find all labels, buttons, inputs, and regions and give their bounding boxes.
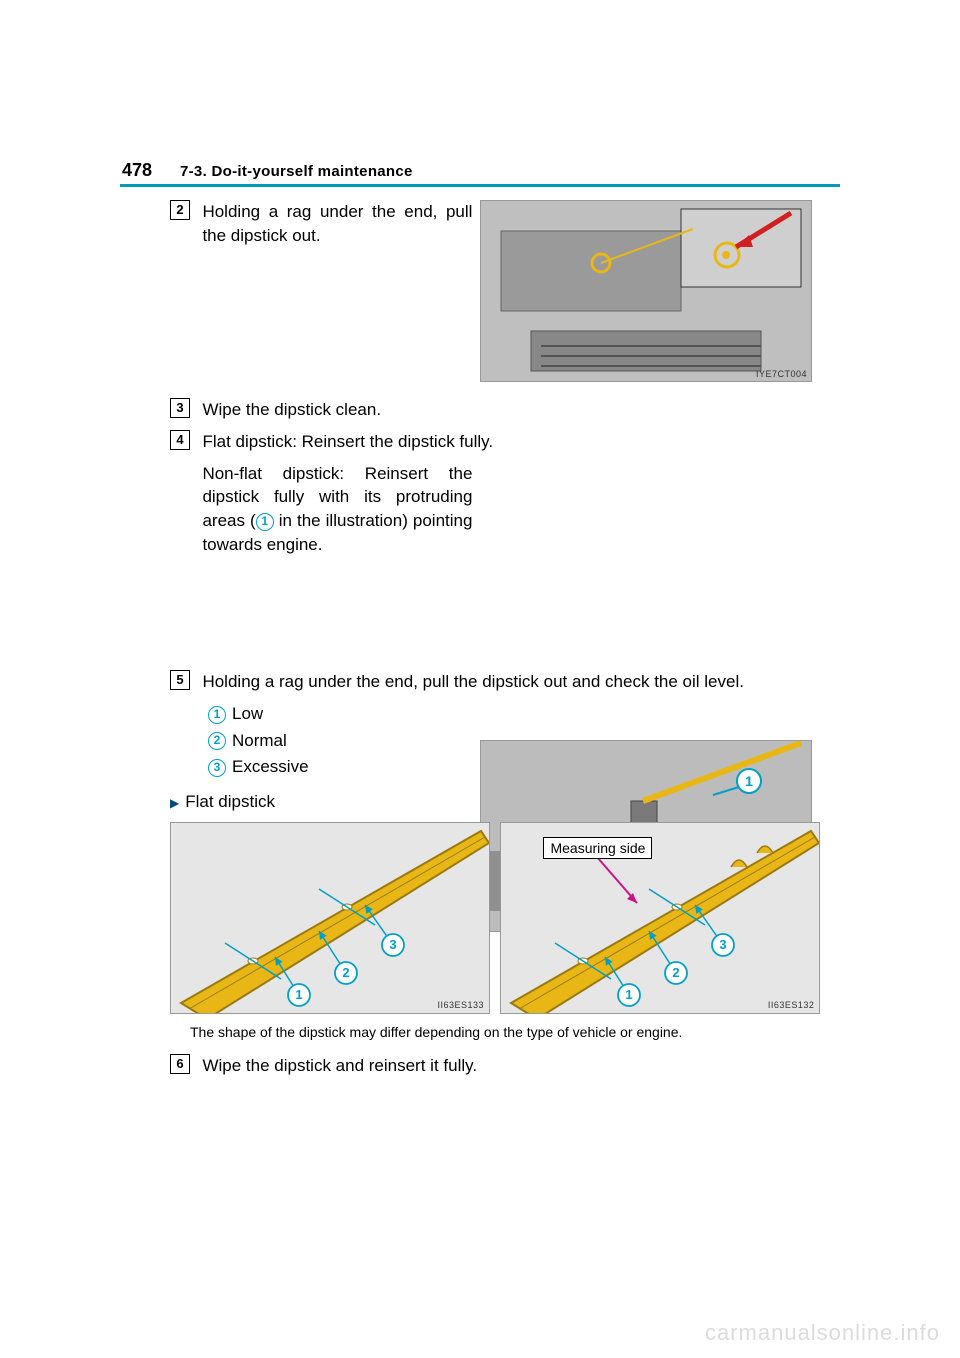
step-6-text: Wipe the dipstick and reinsert it fully. (202, 1054, 802, 1078)
step-3: 3 Wipe the dipstick clean. (170, 398, 830, 422)
level-2-label: Normal (232, 731, 287, 750)
svg-text:3: 3 (720, 937, 727, 952)
flat-diagram-id: II63ES133 (437, 1000, 484, 1010)
step-5-num: 5 (170, 670, 190, 690)
step-6-num: 6 (170, 1054, 190, 1074)
svg-text:2: 2 (673, 965, 680, 980)
step-4a: 4 Flat dipstick: Reinsert the dipstick f… (170, 430, 830, 454)
step-4-num: 4 (170, 430, 190, 450)
content-area: 2 Holding a rag under the end, pull the … (170, 200, 830, 1086)
svg-text:2: 2 (342, 965, 349, 980)
watermark: carmanualsonline.info (705, 1320, 940, 1346)
step-2-image: IYE7CT004 (480, 200, 812, 382)
svg-text:1: 1 (295, 987, 302, 1002)
level-2-num: 2 (208, 732, 226, 750)
svg-text:1: 1 (745, 773, 753, 789)
diagram-caption: The shape of the dipstick may differ dep… (190, 1024, 830, 1040)
step-5-text: Holding a rag under the end, pull the di… (202, 670, 802, 694)
level-3-label: Excessive (232, 757, 309, 776)
flat-dipstick-diagram: 1 2 3 II63ES133 (170, 822, 490, 1014)
level-1-num: 1 (208, 706, 226, 724)
page: 478 7-3. Do-it-yourself maintenance 2 Ho… (0, 0, 960, 1358)
step-3-text: Wipe the dipstick clean. (202, 398, 802, 422)
triangle-icon: ▶ (170, 796, 179, 810)
dipstick-diagrams: 1 2 3 II63ES133 1 2 3 Measuring side II63ES1… (170, 822, 830, 1014)
level-low: 1 Low (208, 701, 830, 727)
svg-text:3: 3 (389, 937, 396, 952)
step-4b-text: Non-flat dipstick: Reinsert the dipstick… (202, 462, 472, 557)
section-title: 7-3. Do-it-yourself maintenance (180, 163, 413, 180)
engine-bay-illustration-1 (481, 201, 811, 381)
page-number: 478 (122, 160, 152, 181)
nonflat-dipstick-diagram: 1 2 3 Measuring side II63ES132 (500, 822, 820, 1014)
inline-marker-1: 1 (256, 513, 274, 531)
step-2-image-id: IYE7CT004 (756, 369, 807, 379)
svg-text:1: 1 (626, 987, 633, 1002)
step-3-num: 3 (170, 398, 190, 418)
step-6: 6 Wipe the dipstick and reinsert it full… (170, 1054, 830, 1078)
nonflat-diagram-id: II63ES132 (768, 1000, 815, 1010)
step-4a-text: Flat dipstick: Reinsert the dipstick ful… (202, 430, 802, 454)
step-2-num: 2 (170, 200, 190, 220)
measuring-side-label: Measuring side (543, 837, 652, 859)
step-2-text: Holding a rag under the end, pull the di… (202, 200, 472, 248)
level-1-label: Low (232, 704, 263, 723)
step-2: 2 Holding a rag under the end, pull the … (170, 200, 830, 390)
flat-heading-text: Flat dipstick (185, 792, 275, 811)
header-rule (120, 184, 840, 187)
step-4b: . Non-flat dipstick: Reinsert the dipsti… (170, 462, 830, 662)
flat-heading: ▶ Flat dipstick (170, 792, 494, 812)
step-5: 5 Holding a rag under the end, pull the … (170, 670, 830, 694)
level-3-num: 3 (208, 759, 226, 777)
